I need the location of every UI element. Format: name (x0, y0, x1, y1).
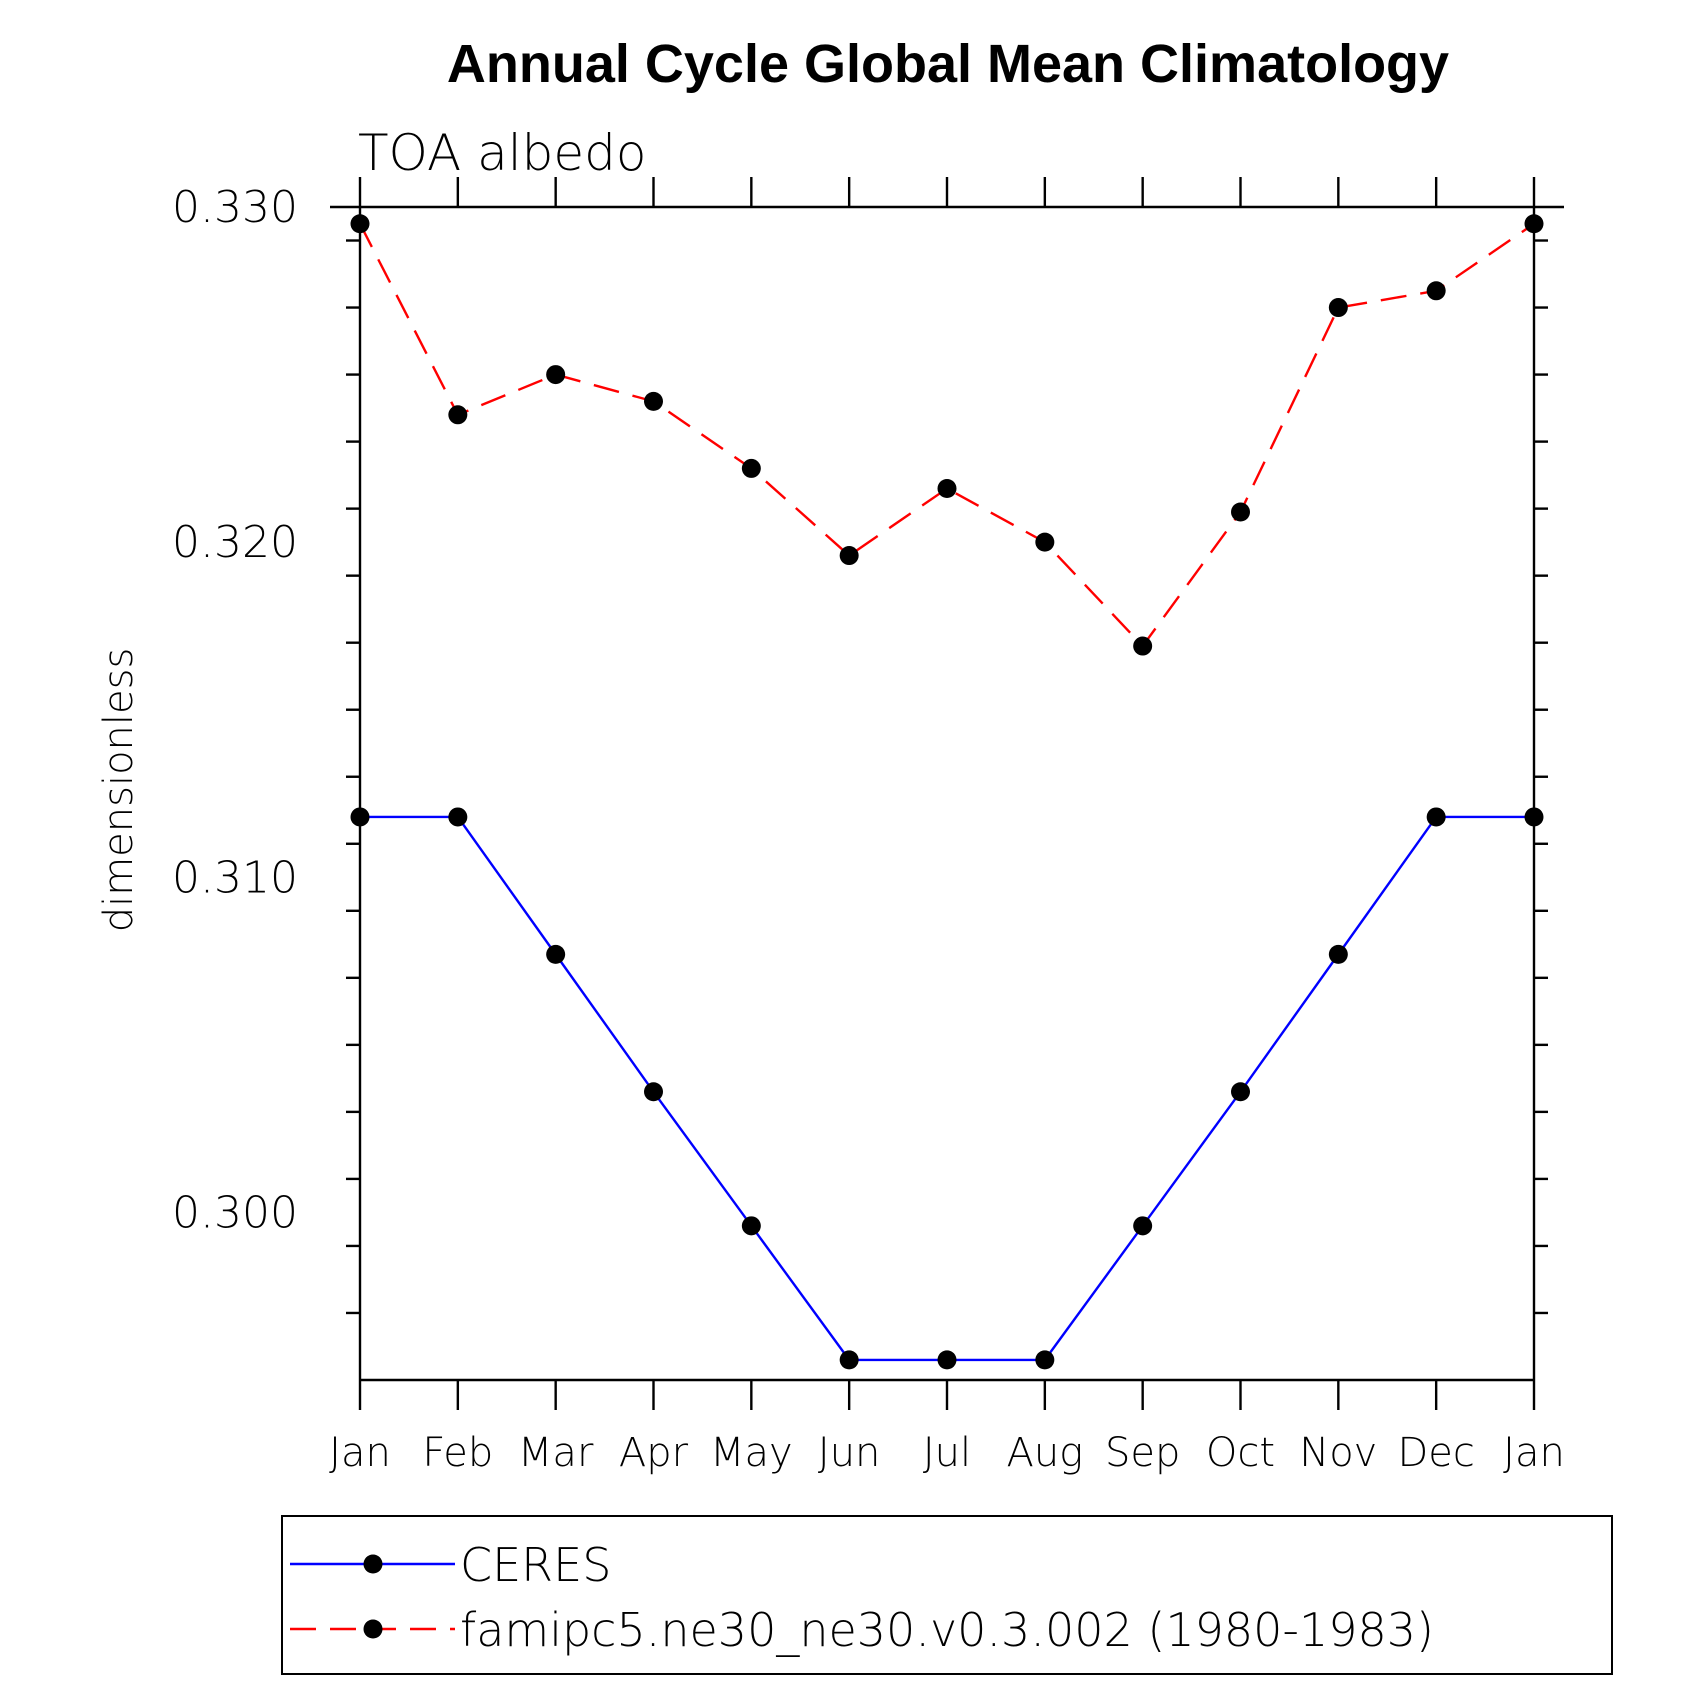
x-tick-label: Mar (518, 1430, 594, 1476)
y-tick-label: 0.320 (172, 517, 298, 568)
legend-label: CERES (460, 1538, 611, 1592)
x-tick-label: Jan (329, 1430, 391, 1476)
data-point (1133, 636, 1153, 656)
data-point (839, 546, 859, 566)
data-point (741, 1216, 761, 1236)
data-point (1524, 214, 1544, 234)
data-point (1328, 298, 1348, 318)
data-point (741, 458, 761, 478)
data-point (937, 1350, 957, 1370)
legend-entries: CERES famipc5.ne30_ne30.v0.3.002 (1980-19… (290, 1538, 1434, 1657)
data-point (1231, 502, 1250, 522)
x-tick-label: Sep (1105, 1430, 1180, 1476)
data-point (448, 405, 468, 425)
x-tick-label: Oct (1206, 1430, 1275, 1476)
data-point (644, 1082, 663, 1102)
data-point (546, 944, 566, 964)
legend: CERES famipc5.ne30_ne30.v0.3.002 (1980-19… (281, 1515, 1613, 1675)
data-point (1328, 944, 1348, 964)
series-line (360, 815, 1534, 1362)
data-point (1231, 1082, 1250, 1102)
y-tick-label: 0.310 (172, 852, 298, 903)
chart-title: Annual Cycle Global Mean Climatology (447, 34, 1449, 94)
y-tick-label: 0.330 (172, 182, 298, 233)
legend-marker (363, 1554, 383, 1574)
x-tick-label: Nov (1299, 1430, 1377, 1476)
data-point (839, 1350, 859, 1370)
data-point (1426, 281, 1446, 301)
x-tick-label: Jul (923, 1430, 971, 1476)
data-point (1035, 532, 1055, 552)
x-tick-label: Jan (1503, 1430, 1565, 1476)
data-point (1524, 807, 1544, 827)
x-tick-label: Dec (1397, 1430, 1474, 1476)
plot-axes: Jan Feb Mar Apr May Jun Jul Aug Sep Oct Nov Dec Jan 0… (172, 177, 1565, 1476)
data-point (546, 365, 566, 385)
legend-box (281, 1515, 1613, 1675)
series-famipc5 (350, 214, 1544, 656)
legend-marker (363, 1619, 383, 1639)
y-axis-label: dimensionless (96, 648, 142, 933)
series-layer (350, 214, 1544, 1370)
data-point (1133, 1216, 1153, 1236)
data-point (937, 479, 957, 499)
data-point (350, 214, 370, 234)
data-point (448, 807, 468, 827)
x-tick-label: Apr (619, 1430, 689, 1476)
x-tick-label: Feb (422, 1430, 493, 1476)
y-tick-label: 0.300 (172, 1187, 298, 1238)
data-point (1035, 1350, 1055, 1370)
legend-label: famipc5.ne30_ne30.v0.3.002 (1980-1983) (460, 1603, 1434, 1657)
x-tick-label: May (710, 1430, 793, 1476)
data-point (644, 391, 663, 411)
data-point (1426, 807, 1446, 827)
chart-subtitle: TOA albedo (358, 124, 646, 182)
series-ceres (350, 807, 1544, 1370)
series-line (358, 222, 1535, 648)
data-point (350, 807, 370, 827)
x-tick-label: Jun (818, 1430, 881, 1476)
x-tick-label: Aug (1006, 1430, 1083, 1476)
